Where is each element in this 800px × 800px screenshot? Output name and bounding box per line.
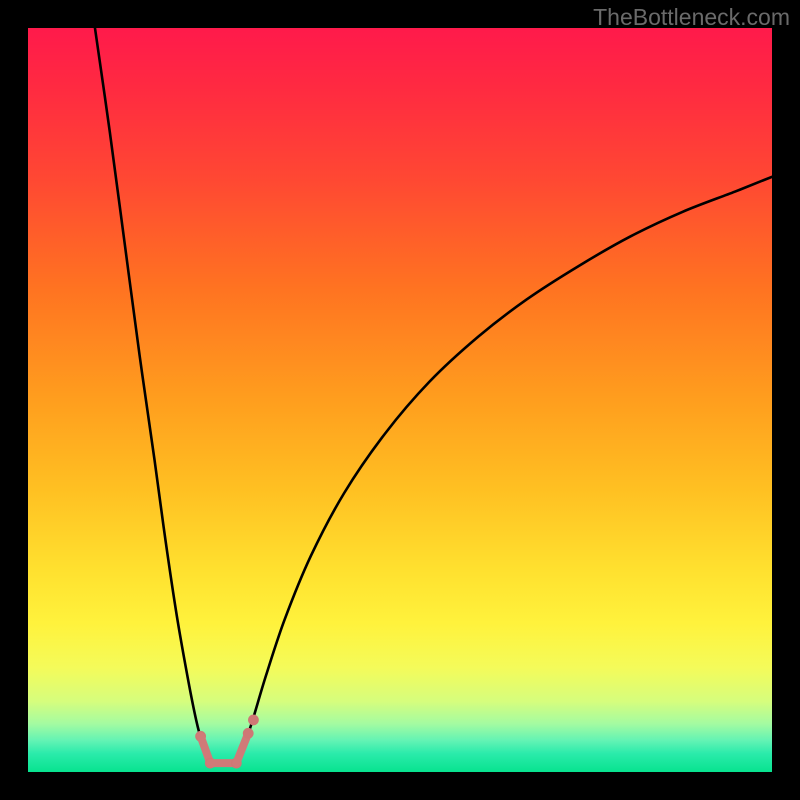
left-curve	[95, 28, 208, 756]
right-curve	[239, 177, 772, 756]
bottleneck-curve	[0, 0, 800, 800]
watermark-text: TheBottleneck.com	[593, 4, 790, 31]
trough-marker	[195, 715, 259, 769]
chart-stage: TheBottleneck.com	[0, 0, 800, 800]
